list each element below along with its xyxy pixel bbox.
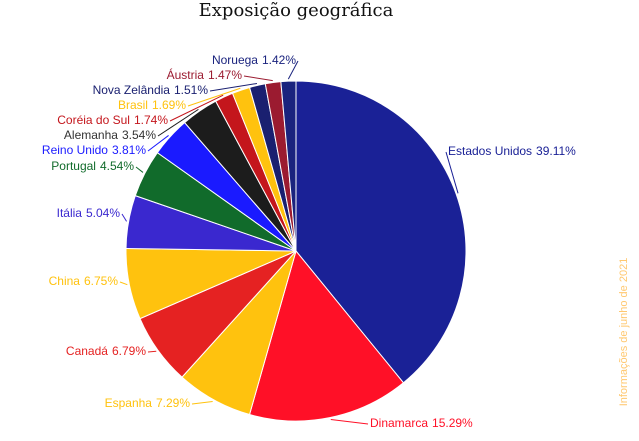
category-label: Reino Unido [42, 143, 108, 157]
slice-label: Portugal 4.54% [51, 159, 134, 173]
value-label: 4.54% [100, 159, 134, 173]
slice-label: Coréia do Sul 1.74% [57, 113, 168, 127]
slice-label: Estados Unidos 39.11% [448, 144, 576, 158]
category-label: Coréia do Sul [57, 113, 130, 127]
slice-label: Canadá 6.79% [66, 344, 146, 358]
leader-line [187, 87, 241, 107]
slice-label: Espanha 7.29% [105, 396, 191, 410]
value-label: 6.75% [84, 274, 118, 288]
leader-line [135, 166, 144, 173]
value-label: 1.42% [262, 53, 296, 67]
slice-label: Alemanha 3.54% [64, 128, 156, 142]
category-label: Áustria [167, 67, 205, 82]
leader-line [169, 94, 224, 122]
pie-slice [280, 80, 297, 252]
source-note: Informações de junho de 2021 [618, 258, 630, 407]
value-label: 3.54% [122, 128, 156, 142]
category-label: Estados Unidos [448, 144, 532, 158]
value-label: 7.29% [156, 396, 190, 410]
category-label: Canadá [66, 344, 108, 358]
value-label: 1.69% [152, 98, 186, 112]
category-label: Portugal [51, 159, 96, 173]
leader-line [330, 418, 369, 425]
value-label: 39.11% [536, 144, 576, 158]
leader-line [243, 75, 273, 82]
slice-label: Áustria 1.47% [167, 67, 243, 82]
leader-line [209, 82, 258, 92]
category-label: Dinamarca [370, 416, 428, 430]
value-label: 5.04% [86, 206, 120, 220]
slice-label: China 6.75% [49, 274, 119, 288]
slice-label: Nova Zelândia 1.51% [93, 83, 209, 97]
slice-label: Reino Unido 3.81% [42, 143, 146, 157]
category-label: Noruega [212, 53, 258, 67]
slice-label: Itália 5.04% [57, 206, 121, 220]
leader-line [157, 108, 199, 137]
slice-label: Brasil 1.69% [118, 98, 186, 112]
value-label: 1.51% [174, 83, 208, 97]
pie-slice [248, 249, 405, 422]
chart-title: Exposição geográfica [199, 0, 394, 21]
leader-line [147, 135, 169, 152]
leader-line [287, 60, 299, 80]
leader-line [121, 213, 128, 222]
category-label: Alemanha [64, 128, 118, 142]
slice-label: Noruega 1.42% [212, 53, 296, 67]
value-label: 6.79% [112, 344, 146, 358]
pie-slice [295, 80, 467, 384]
category-label: China [49, 274, 81, 288]
category-label: Espanha [105, 396, 153, 410]
leader-line [147, 350, 157, 353]
value-label: 3.81% [112, 143, 146, 157]
category-label: Brasil [118, 98, 148, 112]
leader-line [119, 281, 128, 286]
value-label: 1.74% [134, 113, 168, 127]
leader-line [445, 151, 459, 194]
value-label: 1.47% [208, 68, 242, 82]
category-label: Nova Zelândia [93, 83, 171, 97]
slice-label: Dinamarca 15.29% [370, 416, 473, 430]
category-label: Itália [57, 206, 83, 220]
value-label: 15.29% [432, 416, 473, 430]
leader-line [191, 400, 213, 405]
